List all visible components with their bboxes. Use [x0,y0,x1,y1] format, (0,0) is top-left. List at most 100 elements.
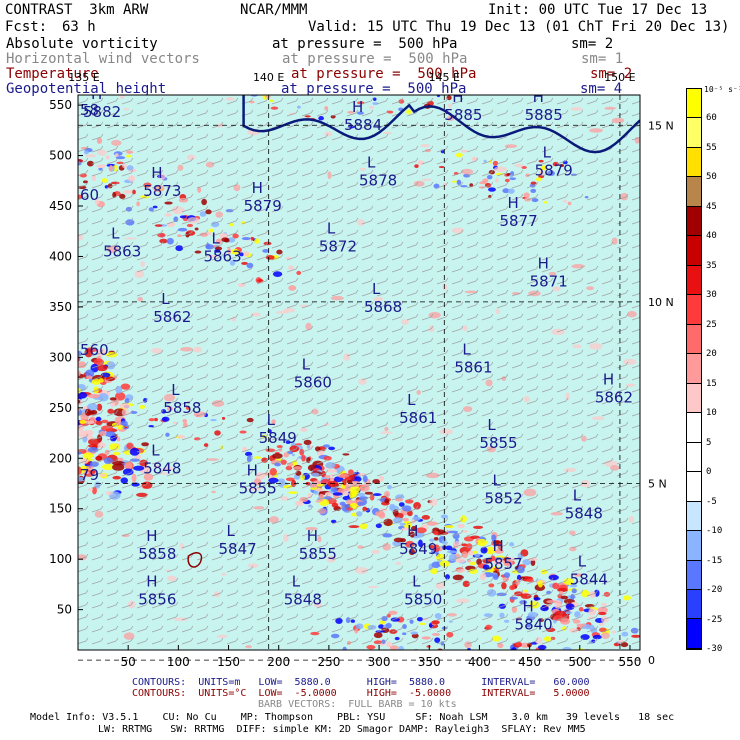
height-value-label: 5871 [530,273,568,291]
high-label: H [492,537,503,555]
low-label: L [211,229,220,247]
height-value-label: 5872 [319,237,357,255]
low-label: L [578,552,587,570]
low-label: L [302,356,311,374]
colorbar-swatch [687,442,701,473]
colorbar-swatch [687,560,701,590]
x-tick-label: 500 [568,655,591,669]
x-tick-label: 400 [468,655,491,669]
colorbar [686,88,702,650]
barb-info: BARB VECTORS: FULL BARB = 10 kts [258,699,457,710]
height-value-label: 5855 [479,434,517,452]
colorbar-label: 30 [706,290,717,301]
field-pressure-temperature: at pressure = 500 hPa [291,66,477,82]
height-value-label: 5858 [138,545,176,563]
colorbar-swatch [687,501,701,532]
y-tick-label: 400 [49,249,72,263]
height-value-label: 5858 [163,399,201,417]
vorticity-cell [43,380,54,387]
low-label: L [151,441,160,459]
field-pressure-wind: at pressure = 500 hPa [282,51,468,67]
high-label: H [523,598,534,616]
height-value-label: 5855 [299,545,337,563]
colorbar-swatch [687,531,701,561]
vorticity-cell [394,87,399,89]
low-label: L [573,487,582,505]
colorbar-label: 60 [706,113,717,124]
lon-label: 150 E [604,71,635,84]
colorbar-label: -25 [706,614,723,625]
vorticity-cell [70,423,75,430]
vorticity-cell [57,378,66,381]
colorbar-swatch [687,472,701,502]
height-value-label: 5862 [153,308,191,326]
high-label: H [146,573,157,591]
vorticity-cell [63,366,73,375]
vorticity-cell [58,384,65,392]
vorticity-cell [300,89,305,94]
height-value-label: 5848 [143,459,181,477]
colorbar-label: 45 [706,201,717,212]
vorticity-cell [47,378,54,381]
lat-label: 0 [648,654,655,667]
field-sm-temperature: sm= 2 [590,66,633,82]
field-name-height: Geopotential height [6,81,167,97]
vorticity-cell [50,372,60,379]
colorbar-swatch [687,413,701,443]
vorticity-cell [50,366,63,369]
colorbar-label: 10 [706,408,717,419]
field-sm-height: sm= 4 [580,81,623,97]
vorticity-cell [68,383,74,387]
y-tick-label: 150 [49,502,72,516]
high-label: H [146,527,157,545]
x-tick-label: 200 [267,655,290,669]
lon-label: 135 E [68,71,99,84]
high-label: H [352,98,363,116]
vorticity-cell [53,140,59,146]
height-value-label: 5840 [515,616,553,634]
colorbar-swatch [687,295,701,325]
colorbar-label: 15 [706,378,717,389]
colorbar-swatch [687,147,701,178]
y-tick-label: 550 [49,98,72,112]
colorbar-swatch [687,383,701,414]
low-label: L [267,411,276,429]
field-sm-vorticity: sm= 2 [571,36,614,52]
vorticity-cell [64,372,76,378]
height-value-label: 5848 [284,591,322,609]
vorticity-cell [641,648,646,653]
lon-label: 140 E [253,71,284,84]
colorbar-label: 55 [706,142,717,153]
model-info-2: LW: RRTMG SW: RRTMG DIFF: simple KM: 2D … [98,724,586,735]
field-name-temperature: Temperature [6,66,99,82]
x-tick-label: 150 [217,655,240,669]
colorbar-label: 0 [706,467,712,478]
colorbar-swatch [687,324,701,355]
y-tick-label: 250 [49,401,72,415]
height-value-label: 5884 [344,116,382,134]
height-value-label: 5885 [444,106,482,124]
high-label: H [407,522,418,540]
vorticity-cell [58,385,68,391]
field-sm-wind: sm= 1 [581,51,624,67]
high-label: H [247,462,258,480]
y-tick-label: 350 [49,300,72,314]
height-value-label: 5862 [595,389,633,407]
contours-height-info: CONTOURS: UNITS=m LOW= 5880.0 HIGH= 5880… [132,677,590,688]
vorticity-cell [63,427,71,434]
low-label: L [292,573,301,591]
x-tick-label: 450 [518,655,541,669]
height-value-label: 5882 [83,103,121,121]
lat-label: 10 N [648,296,674,309]
colorbar-swatch [687,89,701,119]
high-label: H [307,527,318,545]
high-label: H [533,88,544,106]
edge-height-label: 560 [80,341,109,359]
vorticity-cell [56,386,64,394]
colorbar-unit: 10⁻⁵ s⁻¹ [704,85,740,94]
x-tick-label: 250 [317,655,340,669]
x-tick-label: 300 [368,655,391,669]
fcst-label: Fcst: [5,19,48,35]
